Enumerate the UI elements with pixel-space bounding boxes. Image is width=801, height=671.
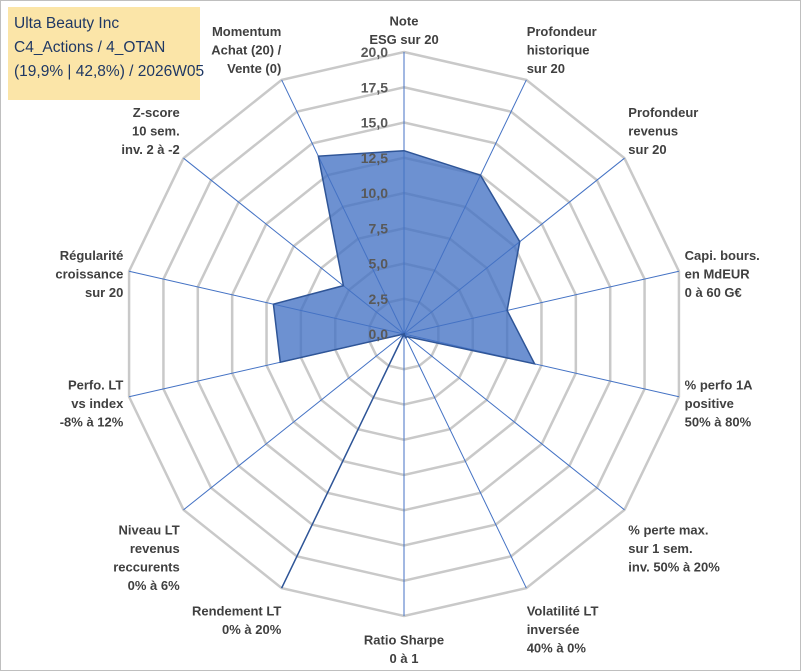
tick-label: 12,5 [361,150,388,166]
axis-label-13: Momentum Achat (20) / Vente (0) [211,24,281,76]
axis-spoke [403,333,625,511]
axis-label-8: Rendement LT 0% à 20% [192,604,282,638]
axis-label-3: Capi. bours. en MdEUR 0 à 60 G€ [685,248,760,300]
axis-label-10: Perfo. LT vs index -8% à 12% [60,378,124,430]
chart-subtitle-portfolio: C4_Actions / 4_OTAN [14,39,166,56]
axis-spoke [183,333,405,511]
axis-label-6: Volatilité LT inversée 40% à 0% [527,604,599,656]
tick-label: 7,5 [369,220,389,236]
tick-label: 20,0 [361,44,388,60]
tick-label: 2,5 [369,291,389,307]
title-box: Ulta Beauty Inc C4_Actions / 4_OTAN (19,… [8,7,204,100]
axis-spoke [403,333,527,589]
tick-label: 15,0 [361,115,388,131]
chart-title: Ulta Beauty Inc [14,15,120,32]
axis-label-7: Ratio Sharpe 0 à 1 [364,633,444,667]
tick-label: 5,0 [369,256,389,272]
axis-label-1: Profondeur historique sur 20 [527,24,597,76]
axis-label-12: Z-score 10 sem. inv. 2 à -2 [121,105,179,157]
axis-label-11: Régularité croissance sur 20 [55,248,123,300]
tick-label: 10,0 [361,185,388,201]
tick-label: 17,5 [361,79,388,95]
axis-label-2: Profondeur revenus sur 20 [628,105,698,157]
axis-label-4: % perfo 1A positive 50% à 80% [685,378,754,430]
chart-subtitle-stats: (19,9% | 42,8%) / 2026W05 [14,63,205,80]
axis-label-9: Niveau LT revenus reccurents 0% à 6% [113,523,180,594]
axis-label-5: % perte max. sur 1 sem. inv. 50% à 20% [628,523,720,575]
axis-label-0: Note ESG sur 20 [369,14,438,48]
series-area [272,149,536,589]
tick-label: 0,0 [369,326,389,342]
